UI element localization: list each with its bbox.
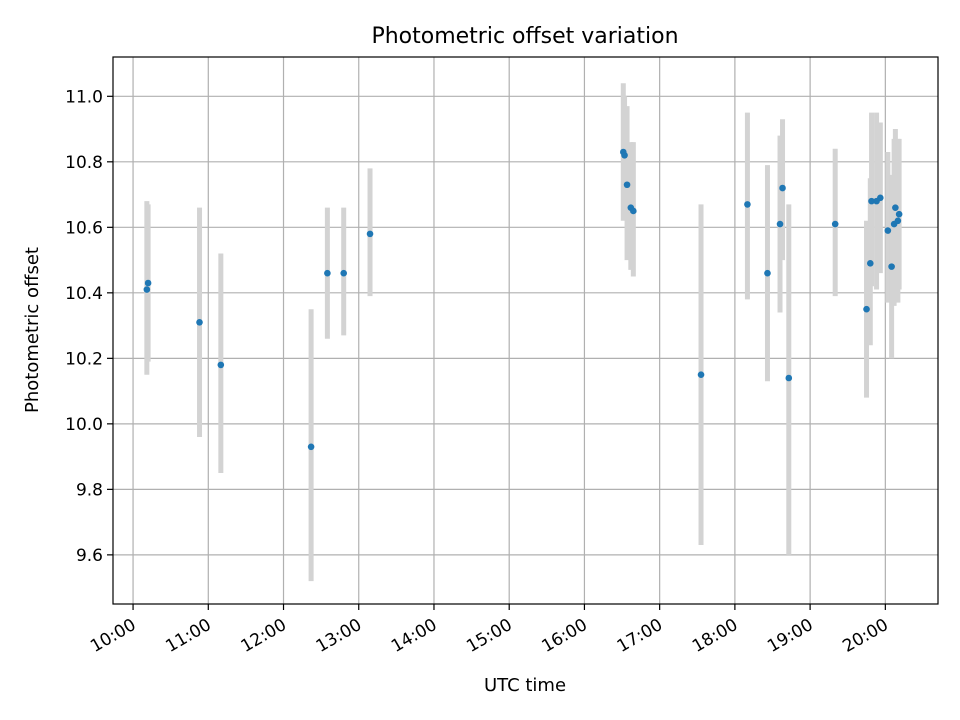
data-point xyxy=(894,217,902,225)
data-point xyxy=(621,151,628,159)
data-point xyxy=(779,184,786,192)
data-point xyxy=(340,269,347,277)
data-point xyxy=(764,269,771,277)
chart-title: Photometric offset variation xyxy=(371,24,678,49)
data-point xyxy=(324,269,331,277)
y-tick-label: 10.6 xyxy=(65,218,103,238)
data-point xyxy=(868,197,875,205)
y-tick-label: 10.0 xyxy=(65,415,103,435)
x-axis-label: UTC time xyxy=(484,675,566,696)
data-point xyxy=(785,374,793,382)
data-point xyxy=(776,220,784,228)
data-point xyxy=(217,361,225,369)
plot-frame xyxy=(112,56,939,605)
y-tick-label: 10.4 xyxy=(65,284,103,304)
data-point xyxy=(892,204,899,211)
data-point xyxy=(143,286,151,293)
data-point xyxy=(884,227,892,234)
y-axis-label: Photometric offset xyxy=(22,247,43,413)
data-point xyxy=(307,443,315,451)
data-point xyxy=(744,201,751,208)
data-point xyxy=(697,371,705,379)
data-point xyxy=(623,181,631,189)
data-points xyxy=(143,148,903,451)
data-point xyxy=(831,220,839,228)
y-tick-label: 9.6 xyxy=(76,546,103,566)
data-point xyxy=(895,210,903,218)
y-tick-label: 10.8 xyxy=(65,153,103,173)
data-point xyxy=(366,230,374,238)
data-point xyxy=(630,207,637,215)
data-point xyxy=(144,279,152,287)
data-point xyxy=(863,305,870,313)
data-point xyxy=(866,260,874,267)
data-point xyxy=(196,319,203,326)
grid xyxy=(113,57,938,604)
y-tick-label: 10.2 xyxy=(65,349,103,369)
data-point xyxy=(877,194,884,202)
y-axis: 9.6 9.8 10.0 10.2 10.4 10.6 10.8 11.0 xyxy=(65,87,113,566)
data-point xyxy=(888,263,895,270)
y-tick-label: 9.8 xyxy=(76,480,103,500)
y-tick-label: 11.0 xyxy=(65,87,103,107)
